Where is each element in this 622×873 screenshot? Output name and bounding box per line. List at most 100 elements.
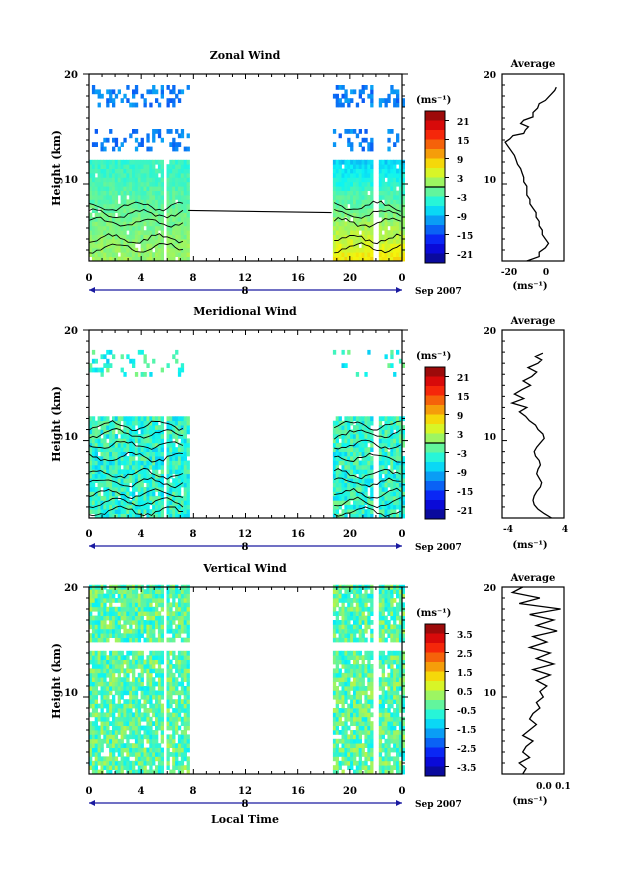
heatmap-cell bbox=[335, 239, 339, 244]
colorbar-swatch bbox=[425, 130, 445, 140]
heatmap-cell bbox=[123, 168, 127, 174]
heatmap-cell bbox=[338, 473, 342, 479]
heatmap-cell bbox=[393, 173, 397, 178]
heatmap-cell bbox=[350, 168, 354, 174]
heatmap-cell bbox=[106, 611, 110, 616]
profile-y-tick-label: 20 bbox=[483, 71, 496, 81]
heatmap-cell bbox=[378, 442, 383, 448]
heatmap-cell bbox=[186, 495, 190, 501]
heatmap-cell bbox=[146, 593, 150, 599]
heatmap-cell bbox=[344, 203, 348, 209]
heatmap-cell bbox=[169, 725, 173, 731]
heatmap-cell bbox=[396, 473, 400, 479]
heatmap-cell bbox=[166, 416, 170, 422]
heatmap-cell bbox=[384, 491, 388, 497]
heatmap-cell bbox=[123, 628, 127, 634]
heatmap-cell bbox=[160, 747, 164, 753]
heatmap-cell bbox=[396, 93, 400, 99]
heatmap-cell bbox=[132, 256, 136, 262]
heatmap-cell bbox=[160, 434, 164, 439]
heatmap-cell bbox=[120, 725, 124, 731]
heatmap-cell bbox=[155, 456, 159, 461]
heatmap-cell bbox=[109, 598, 113, 603]
heatmap-cell bbox=[109, 482, 113, 488]
heatmap-cell bbox=[180, 416, 185, 422]
heatmap-cell bbox=[94, 181, 98, 187]
heatmap-cell bbox=[347, 712, 351, 718]
heatmap-cell bbox=[355, 495, 360, 501]
heatmap-cell bbox=[114, 730, 119, 735]
heatmap-cell bbox=[89, 699, 93, 704]
heatmap-cell bbox=[134, 429, 139, 435]
heatmap-cell bbox=[344, 734, 348, 740]
heatmap-cell bbox=[114, 615, 119, 621]
heatmap-cell bbox=[344, 699, 348, 704]
heatmap-cell bbox=[100, 615, 104, 621]
heatmap-cell bbox=[350, 637, 354, 643]
heatmap-cell bbox=[117, 633, 121, 638]
heatmap-cell bbox=[353, 504, 357, 510]
heatmap-cell bbox=[180, 659, 185, 665]
heatmap-cell bbox=[149, 602, 153, 608]
heatmap-cell bbox=[177, 447, 182, 452]
heatmap-cell bbox=[129, 208, 133, 213]
heatmap-cell bbox=[160, 721, 164, 726]
heatmap-cell bbox=[387, 650, 391, 656]
heatmap-cell bbox=[152, 173, 156, 178]
heatmap-cell bbox=[335, 650, 339, 656]
heatmap-cell bbox=[177, 243, 182, 249]
colorbar-swatch bbox=[425, 187, 445, 197]
heatmap-cell bbox=[378, 615, 383, 621]
heatmap-cell bbox=[166, 438, 170, 444]
heatmap-cell bbox=[114, 747, 119, 753]
heatmap-cell bbox=[364, 177, 368, 183]
heatmap-cell bbox=[338, 721, 342, 726]
heatmap-cell bbox=[109, 752, 113, 757]
heatmap-cell bbox=[157, 699, 162, 704]
heatmap-cell bbox=[137, 725, 142, 731]
heatmap-cell bbox=[100, 482, 104, 488]
heatmap-cell bbox=[353, 438, 357, 444]
heatmap-cell bbox=[109, 230, 113, 235]
heatmap-cell bbox=[361, 221, 365, 227]
heatmap-cell bbox=[177, 456, 182, 461]
heatmap-cell bbox=[149, 186, 153, 191]
contour-lines bbox=[88, 420, 401, 518]
heatmap-cell bbox=[396, 230, 400, 235]
heatmap-cell bbox=[97, 243, 101, 249]
heatmap-cell bbox=[160, 730, 164, 735]
heatmap-cell bbox=[120, 230, 124, 235]
heatmap-cell bbox=[123, 611, 127, 616]
heatmap-cell bbox=[103, 212, 107, 218]
heatmap-cell bbox=[338, 420, 342, 426]
heatmap-cell bbox=[152, 655, 156, 660]
heatmap-cell bbox=[134, 708, 139, 713]
colorbar-swatch bbox=[425, 500, 445, 510]
heatmap-cell bbox=[332, 247, 337, 253]
heatmap-cell bbox=[367, 677, 371, 682]
heatmap-cell bbox=[384, 628, 388, 634]
heatmap-cell bbox=[109, 611, 113, 616]
heatmap-cell bbox=[169, 509, 173, 514]
heatmap-cell bbox=[341, 672, 345, 678]
heatmap-cell bbox=[353, 425, 357, 430]
heatmap-cell bbox=[335, 504, 339, 510]
heatmap-cell bbox=[129, 199, 133, 205]
heatmap-cell bbox=[169, 451, 173, 457]
heatmap-cell bbox=[183, 425, 187, 430]
heatmap-cell bbox=[112, 655, 116, 660]
heatmap-cell bbox=[364, 442, 368, 448]
heatmap-cell bbox=[134, 146, 139, 152]
heatmap-cell bbox=[137, 173, 142, 178]
heatmap-cell bbox=[355, 225, 360, 231]
heatmap-cell bbox=[103, 137, 107, 143]
heatmap-cell bbox=[134, 633, 139, 638]
heatmap-cell bbox=[129, 456, 133, 461]
heatmap-cell bbox=[378, 416, 383, 422]
heatmap-cell bbox=[350, 212, 354, 218]
heatmap-cell bbox=[180, 456, 185, 461]
heatmap-cell bbox=[367, 146, 371, 152]
heatmap-cell bbox=[332, 491, 337, 497]
heatmap-cell bbox=[347, 451, 351, 457]
heatmap-cell bbox=[143, 628, 147, 634]
